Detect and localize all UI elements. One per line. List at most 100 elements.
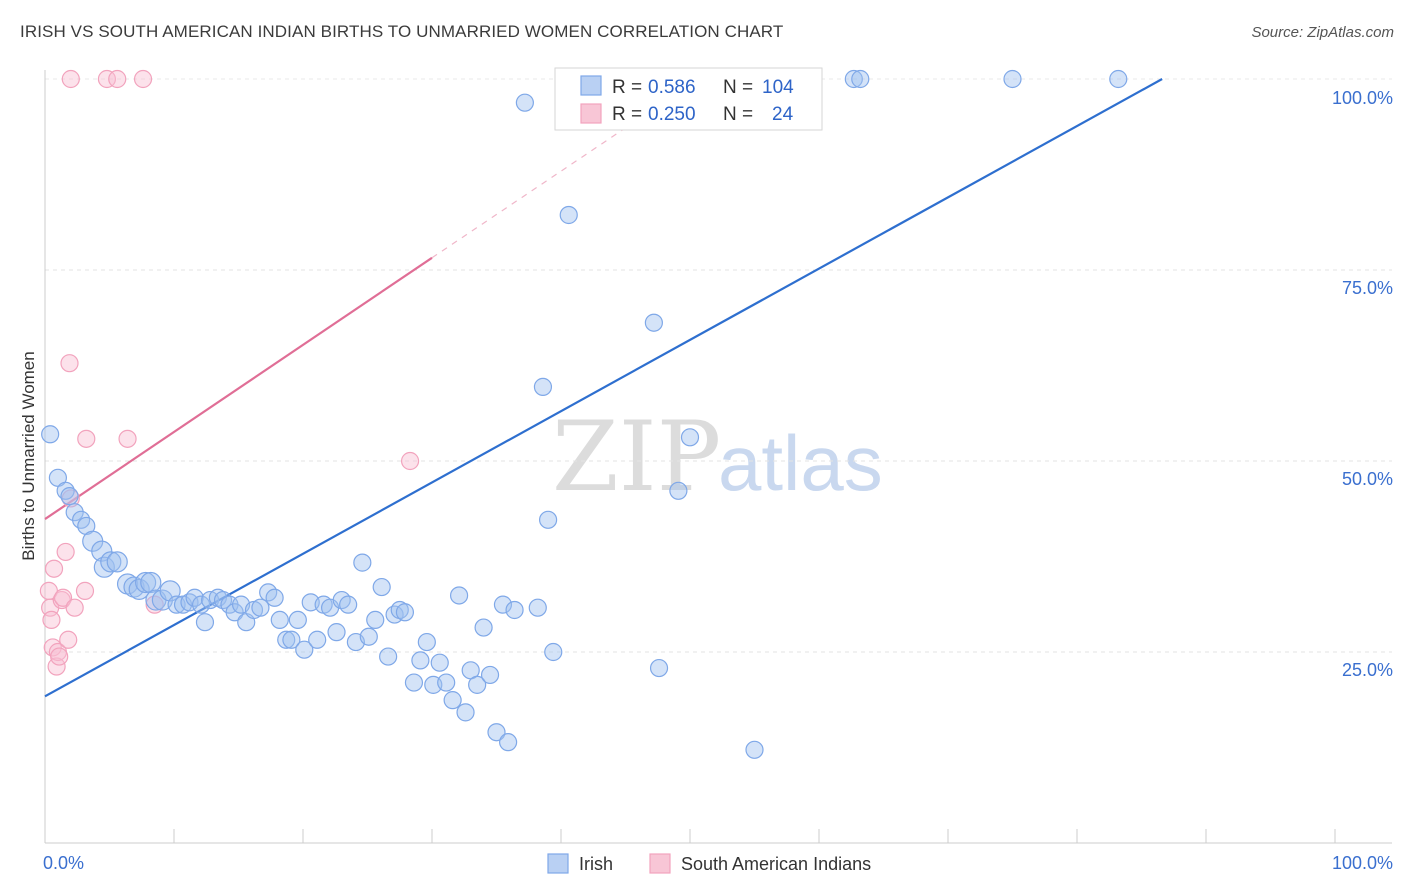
point-irish-58 <box>404 673 424 692</box>
y-tick-label-50: 50.0% <box>1342 469 1393 489</box>
stats-n-value-sai: 24 <box>772 104 794 125</box>
point-irish-10 <box>100 551 122 573</box>
point-irish-38 <box>277 630 296 649</box>
point-irish-77 <box>538 510 558 529</box>
legend-label-sai: South American Indians <box>681 854 871 874</box>
trendline-sai <box>44 256 433 520</box>
point-irish-73 <box>499 733 518 752</box>
point-sai-15 <box>75 581 95 600</box>
point-sai-19 <box>400 451 420 471</box>
point-irish-88 <box>669 481 688 500</box>
point-irish-80 <box>533 377 553 396</box>
point-irish-65 <box>449 586 469 605</box>
point-sai-2 <box>42 610 61 630</box>
point-sai-9 <box>53 588 73 607</box>
point-irish-68 <box>468 675 487 694</box>
point-irish-74 <box>505 600 524 620</box>
watermark-zip: ZIP <box>552 401 721 513</box>
point-irish-39 <box>282 630 301 649</box>
point-irish-24 <box>191 595 211 614</box>
point-irish-15 <box>135 571 157 594</box>
point-irish-63 <box>437 673 456 692</box>
point-irish-57 <box>395 603 415 622</box>
point-irish-53 <box>372 577 391 597</box>
point-irish-0 <box>41 425 60 444</box>
point-irish-40 <box>288 610 307 630</box>
point-irish-23 <box>185 588 204 607</box>
point-irish-36 <box>265 588 284 607</box>
point-sai-16 <box>77 429 96 448</box>
point-irish-43 <box>308 630 327 649</box>
gridlines <box>45 78 1392 653</box>
trendline-sai-extension <box>431 127 626 259</box>
point-irish-52 <box>366 610 385 630</box>
point-irish-75 <box>515 93 534 112</box>
point-irish-66 <box>456 703 475 722</box>
point-irish-79 <box>559 205 578 225</box>
source-label: Source: ZipAtlas.com <box>1251 24 1394 41</box>
y-tick-label-25: 25.0% <box>1342 660 1393 680</box>
point-irish-86 <box>649 658 669 678</box>
x-tick-label-100: 100.0% <box>1332 853 1393 873</box>
stats-swatch-sai <box>580 103 602 124</box>
legend-swatch-irish <box>547 853 569 874</box>
point-sai-20 <box>61 69 80 89</box>
point-irish-98 <box>1109 69 1128 89</box>
point-irish-93 <box>745 740 764 759</box>
point-irish-85 <box>644 313 663 332</box>
point-irish-37 <box>270 610 289 630</box>
point-irish-59 <box>411 651 430 670</box>
x-tick-label-0: 0.0% <box>43 853 84 873</box>
point-irish-4 <box>65 503 84 522</box>
legend-label-irish: Irish <box>579 854 613 874</box>
trendlines <box>44 78 1163 698</box>
point-irish-51 <box>359 627 378 646</box>
point-sai-10 <box>56 542 75 562</box>
point-sai-12 <box>60 354 79 373</box>
point-irish-95 <box>844 69 863 89</box>
points-irish <box>41 69 1128 759</box>
point-sai-14 <box>65 598 84 617</box>
stats-n-label-irish: N = <box>723 77 753 98</box>
point-irish-30 <box>225 603 244 622</box>
point-irish-78 <box>544 642 563 662</box>
stats-r-value-irish: 0.586 <box>648 77 696 98</box>
point-irish-70 <box>480 665 500 685</box>
stats-swatch-irish <box>580 75 602 96</box>
point-sai-11 <box>59 630 78 649</box>
y-tick-label-75: 75.0% <box>1342 278 1393 298</box>
point-irish-54 <box>379 647 398 666</box>
y-tick-label-100: 100.0% <box>1332 88 1393 108</box>
point-irish-3 <box>60 487 79 506</box>
point-sai-7 <box>50 647 69 666</box>
point-sai-23 <box>133 69 153 89</box>
point-irish-62 <box>430 653 449 672</box>
axes <box>44 70 1392 844</box>
stats-n-label-sai: N = <box>723 104 753 125</box>
point-irish-48 <box>339 595 358 614</box>
points-south-american-indians <box>39 69 420 676</box>
point-irish-60 <box>417 632 436 652</box>
point-irish-76 <box>528 598 547 617</box>
point-sai-4 <box>44 559 64 578</box>
stats-r-label-irish: R = <box>612 77 642 98</box>
point-irish-71 <box>487 723 506 742</box>
point-irish-8 <box>91 540 113 562</box>
bottom-legend: Irish South American Indians <box>547 853 871 874</box>
stats-r-value-sai: 0.250 <box>648 104 696 125</box>
legend-swatch-sai <box>649 853 671 874</box>
point-sai-17 <box>118 429 137 448</box>
stats-r-label-sai: R = <box>612 104 642 125</box>
chart-title: IRISH VS SOUTH AMERICAN INDIAN BIRTHS TO… <box>20 22 784 41</box>
point-irish-34 <box>251 598 270 617</box>
watermark-atlas: atlas <box>718 419 883 507</box>
point-irish-72 <box>493 595 513 614</box>
y-axis-title: Births to Unmarried Women <box>19 351 38 560</box>
point-irish-46 <box>327 623 346 642</box>
point-irish-41 <box>295 640 314 659</box>
point-irish-89 <box>680 428 700 447</box>
point-irish-11 <box>106 551 128 573</box>
point-sai-22 <box>108 69 127 89</box>
stats-legend-box: R = 0.586 N = 104 R = 0.250 N = 24 <box>554 67 823 131</box>
